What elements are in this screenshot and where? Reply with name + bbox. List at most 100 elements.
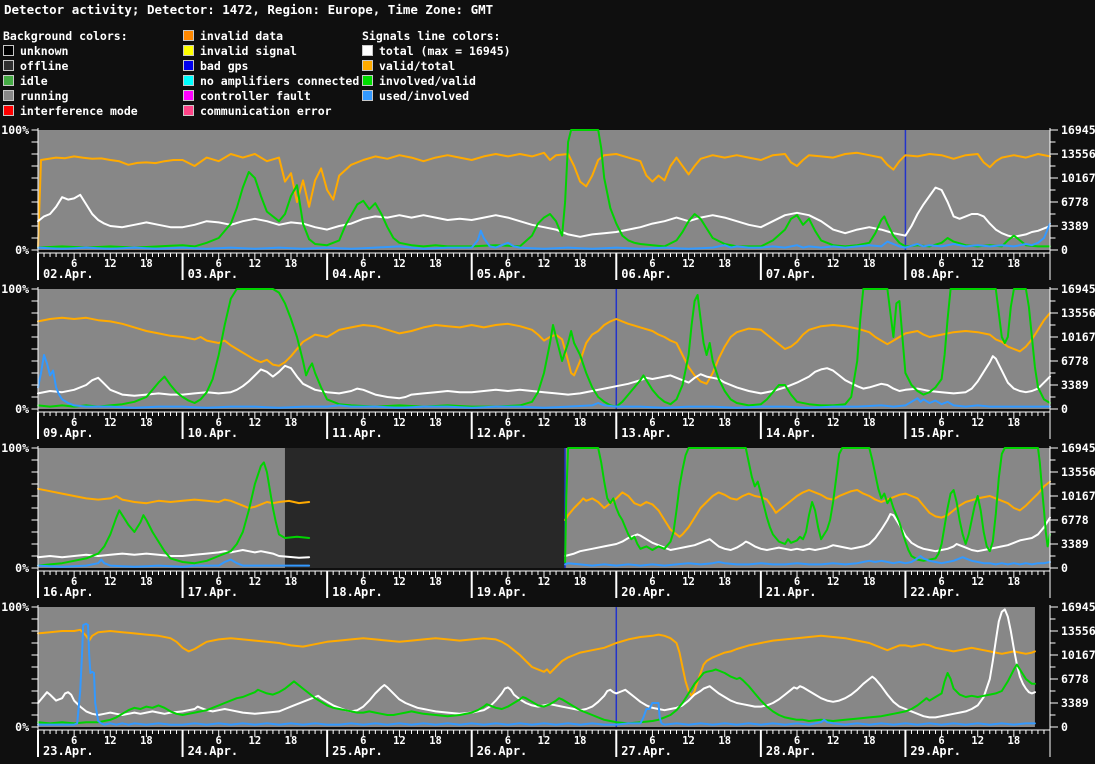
unknown-swatch [3, 45, 14, 56]
offline-swatch [3, 60, 14, 71]
legend-item-interference-mode: interference mode [3, 104, 138, 119]
svg-text:04.Apr.: 04.Apr. [332, 267, 383, 281]
svg-text:16945: 16945 [1061, 441, 1095, 455]
svg-text:12: 12 [393, 417, 406, 429]
legend-item-used-involved: used/involved [362, 89, 511, 104]
chart-canvas: 100% 0% 6 12 18 6 12 18 6 12 18 6 12 18 6 12 18 6 12 18 6 12 1… [1, 123, 1095, 281]
svg-text:10167: 10167 [1061, 330, 1095, 344]
svg-text:18: 18 [863, 258, 876, 270]
legend-label: used/involved [379, 89, 470, 103]
svg-text:6: 6 [505, 735, 511, 747]
legend-item-invalid-signal: invalid signal [183, 44, 359, 59]
legend-item-involved-valid: involved/valid [362, 74, 511, 89]
svg-text:0%: 0% [15, 243, 29, 257]
svg-text:12: 12 [104, 258, 117, 270]
svg-text:29.Apr.: 29.Apr. [910, 744, 961, 758]
legend-item-total: total (max = 16945) [362, 44, 511, 59]
legend-item-valid-total: valid/total [362, 59, 511, 74]
svg-text:18: 18 [574, 417, 587, 429]
svg-text:6: 6 [794, 258, 800, 270]
svg-text:12: 12 [682, 576, 695, 588]
svg-text:6: 6 [216, 735, 222, 747]
svg-text:6778: 6778 [1061, 513, 1089, 527]
svg-text:18: 18 [863, 576, 876, 588]
svg-text:6: 6 [360, 258, 366, 270]
legend-label: unknown [20, 44, 69, 58]
svg-text:27.Apr.: 27.Apr. [621, 744, 672, 758]
svg-text:16945: 16945 [1061, 600, 1095, 614]
legend-label: interference mode [20, 104, 138, 118]
svg-text:0%: 0% [15, 561, 29, 575]
svg-text:6: 6 [505, 258, 511, 270]
svg-text:6: 6 [649, 258, 655, 270]
svg-text:13556: 13556 [1061, 624, 1095, 638]
legend-item-communication-error: communication error [183, 104, 359, 119]
svg-text:3389: 3389 [1061, 696, 1089, 710]
svg-text:6: 6 [649, 576, 655, 588]
svg-text:18: 18 [429, 258, 442, 270]
svg-text:18: 18 [140, 417, 153, 429]
svg-text:08.Apr.: 08.Apr. [910, 267, 961, 281]
svg-text:12: 12 [682, 735, 695, 747]
svg-text:12: 12 [827, 576, 840, 588]
chart-canvas: 100% 0% 6 12 18 6 12 18 6 12 18 6 12 18 6 12 18 6 12 18 6 12 1… [1, 282, 1095, 440]
svg-text:100%: 100% [1, 123, 29, 137]
legend-item-controller-fault: controller fault [183, 89, 359, 104]
svg-text:6: 6 [505, 576, 511, 588]
svg-text:13.Apr.: 13.Apr. [621, 426, 672, 440]
svg-text:12: 12 [104, 417, 117, 429]
interference-mode-swatch [3, 105, 14, 116]
svg-text:12: 12 [538, 258, 551, 270]
legend-label: invalid data [200, 29, 284, 43]
svg-text:18: 18 [718, 417, 731, 429]
involved-valid-swatch [362, 75, 373, 86]
svg-text:24.Apr.: 24.Apr. [188, 744, 239, 758]
controller-fault-swatch [183, 90, 194, 101]
svg-text:6: 6 [938, 417, 944, 429]
svg-text:6: 6 [216, 576, 222, 588]
svg-text:18: 18 [718, 735, 731, 747]
no-amplifiers-swatch [183, 75, 194, 86]
svg-text:0: 0 [1061, 402, 1068, 416]
legend-item-bad-gps: bad gps [183, 59, 359, 74]
svg-text:18: 18 [574, 258, 587, 270]
svg-text:0: 0 [1061, 561, 1068, 575]
bad-gps-swatch [183, 60, 194, 71]
svg-text:28.Apr.: 28.Apr. [766, 744, 817, 758]
svg-text:25.Apr.: 25.Apr. [332, 744, 383, 758]
svg-text:12: 12 [538, 576, 551, 588]
svg-text:6: 6 [938, 735, 944, 747]
svg-text:17.Apr.: 17.Apr. [188, 585, 239, 599]
svg-text:21.Apr.: 21.Apr. [766, 585, 817, 599]
svg-text:6: 6 [649, 735, 655, 747]
svg-text:03.Apr.: 03.Apr. [188, 267, 239, 281]
svg-text:13556: 13556 [1061, 306, 1095, 320]
legend-label: offline [20, 59, 69, 73]
svg-text:18: 18 [574, 576, 587, 588]
legend-label: idle [20, 74, 48, 88]
svg-text:18: 18 [863, 735, 876, 747]
svg-text:16.Apr.: 16.Apr. [43, 585, 94, 599]
svg-text:18: 18 [863, 417, 876, 429]
chart-row-week2: 100% 0% 6 12 18 6 12 18 6 12 18 6 12 18 6 12 18 6 12 18 6 12 1… [0, 281, 1095, 441]
svg-text:12: 12 [682, 258, 695, 270]
svg-text:12: 12 [971, 735, 984, 747]
communication-error-swatch [183, 105, 194, 116]
svg-text:10167: 10167 [1061, 489, 1095, 503]
svg-text:100%: 100% [1, 282, 29, 296]
chart-row-week4: 100% 0% 6 12 18 6 12 18 6 12 18 6 12 18 6 12 18 6 12 18 6 12 1… [0, 599, 1095, 759]
svg-text:0: 0 [1061, 243, 1068, 257]
svg-text:100%: 100% [1, 441, 29, 455]
svg-text:12: 12 [538, 735, 551, 747]
svg-text:10.Apr.: 10.Apr. [188, 426, 239, 440]
svg-text:13556: 13556 [1061, 465, 1095, 479]
svg-text:3389: 3389 [1061, 219, 1089, 233]
svg-text:18: 18 [1008, 576, 1021, 588]
svg-text:12: 12 [682, 417, 695, 429]
legend-signals-title: Signals line colors: [362, 29, 501, 43]
svg-text:20.Apr.: 20.Apr. [621, 585, 672, 599]
svg-text:18: 18 [574, 735, 587, 747]
svg-text:10167: 10167 [1061, 648, 1095, 662]
legend-item-offline: offline [3, 59, 138, 74]
svg-text:11.Apr.: 11.Apr. [332, 426, 383, 440]
